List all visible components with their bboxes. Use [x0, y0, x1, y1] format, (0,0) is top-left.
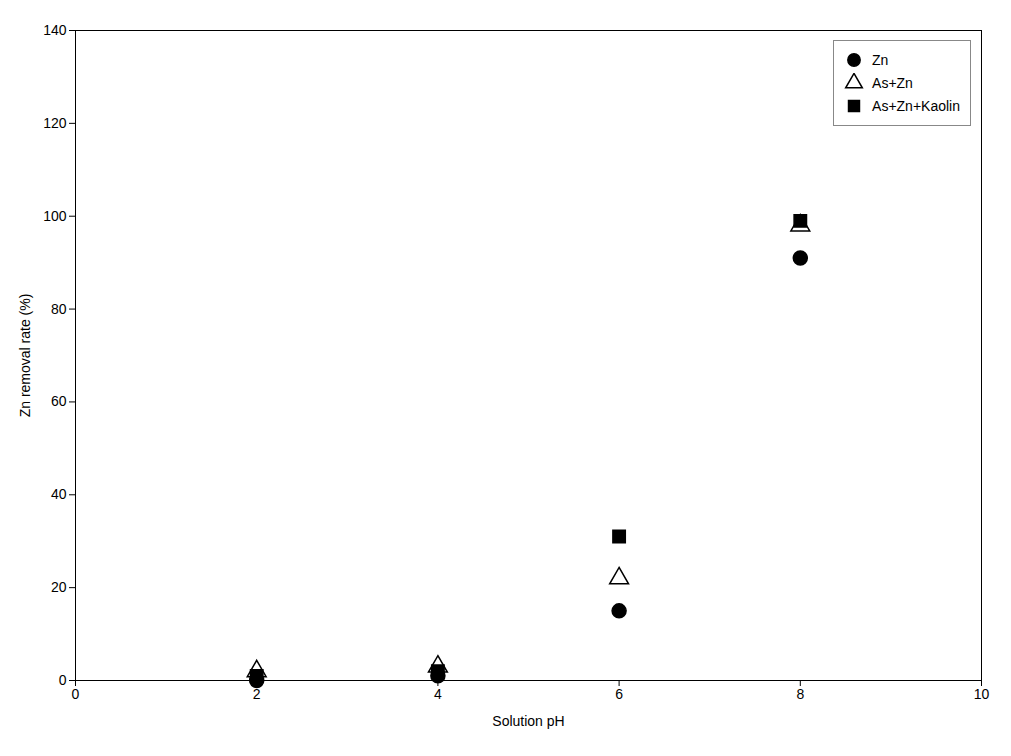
html-text:Zn: Zn: [872, 52, 889, 68]
svg-text:80: 80: [51, 301, 67, 317]
html-text:As+Zn+Kaolin: As+Zn+Kaolin: [872, 98, 960, 114]
svg-text:40: 40: [51, 486, 67, 502]
svg-text:8: 8: [796, 686, 804, 702]
svg-text:6: 6: [615, 686, 623, 702]
html-text:As+Zn: As+Zn: [872, 75, 913, 91]
svg-text:2: 2: [253, 686, 261, 702]
svg-text:120: 120: [43, 115, 67, 131]
svg-text:Zn removal rate (%): Zn removal rate (%): [17, 294, 33, 418]
svg-text:60: 60: [51, 393, 67, 409]
svg-text:10: 10: [974, 686, 990, 702]
svg-text:140: 140: [43, 22, 67, 38]
svg-text:100: 100: [43, 208, 67, 224]
svg-text:0: 0: [72, 686, 80, 702]
svg-text:4: 4: [434, 686, 442, 702]
svg-text:0: 0: [59, 672, 67, 688]
svg-text:Solution pH: Solution pH: [492, 713, 564, 729]
svg-text:20: 20: [51, 579, 67, 595]
